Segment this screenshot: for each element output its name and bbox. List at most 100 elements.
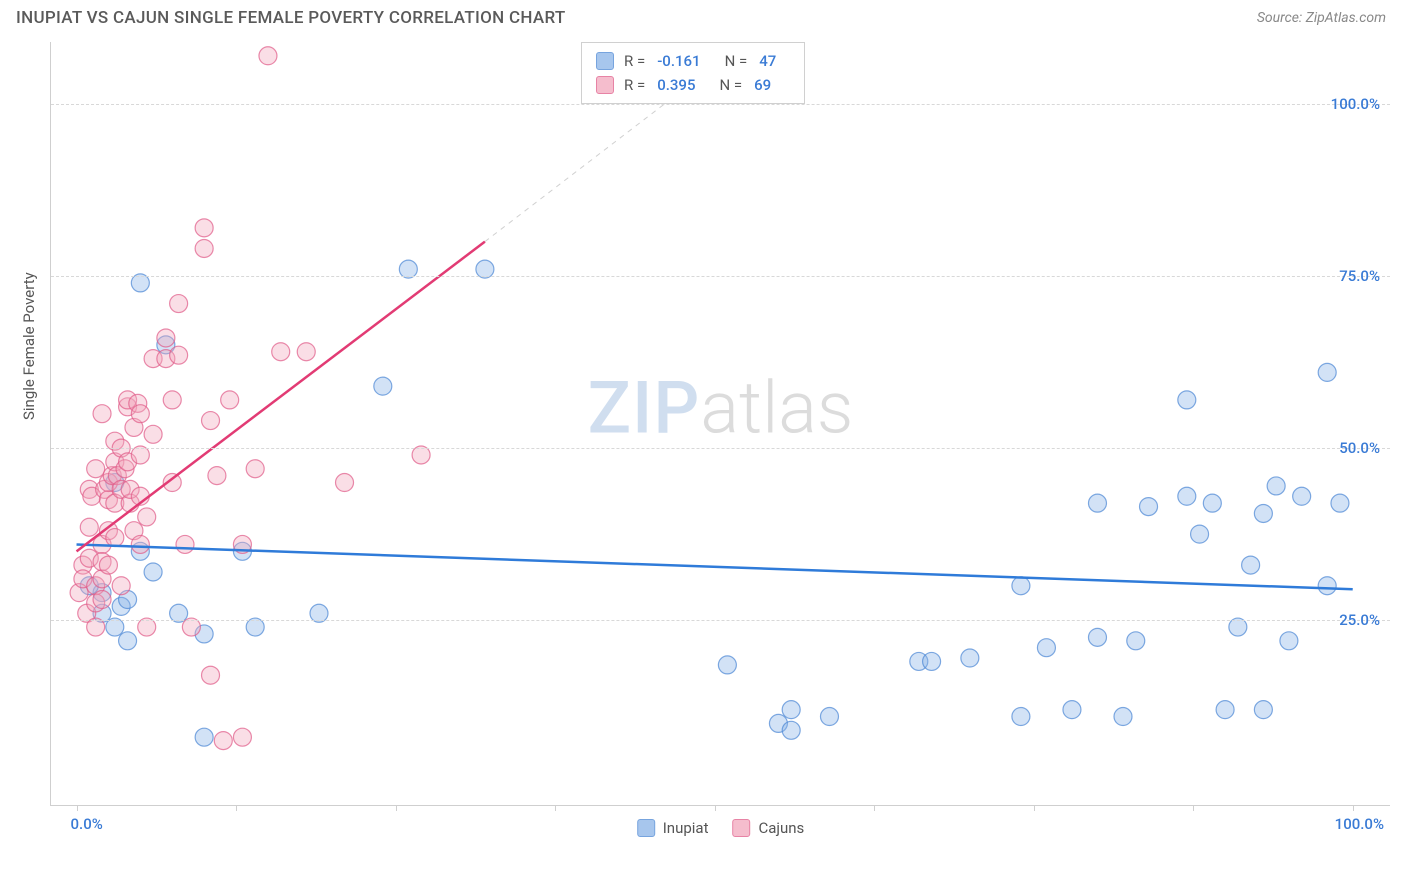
data-point xyxy=(87,460,105,478)
data-point xyxy=(1140,498,1158,516)
data-point xyxy=(221,391,239,409)
legend-item-inupiat: Inupiat xyxy=(637,819,709,837)
data-point xyxy=(1012,708,1030,726)
data-point xyxy=(144,425,162,443)
data-point xyxy=(1178,487,1196,505)
gridline xyxy=(51,620,1390,621)
data-point xyxy=(718,656,736,674)
x-tick-mark xyxy=(1034,805,1035,811)
y-axis-label: Single Female Poverty xyxy=(20,272,38,420)
y-tick-label: 25.0% xyxy=(1339,611,1380,629)
data-point xyxy=(176,535,194,553)
data-point xyxy=(214,732,232,750)
data-point xyxy=(336,474,354,492)
data-point xyxy=(1114,708,1132,726)
gridline xyxy=(51,276,1390,277)
x-tick-mark xyxy=(1353,805,1354,811)
data-point xyxy=(1280,632,1298,650)
data-point xyxy=(80,518,98,536)
stats-legend: R = -0.161 N = 47 R = 0.395 N = 69 xyxy=(581,42,805,104)
data-point xyxy=(259,47,277,65)
y-tick-label: 75.0% xyxy=(1339,267,1380,285)
data-point xyxy=(1331,494,1349,512)
x-tick-mark xyxy=(1193,805,1194,811)
data-point xyxy=(157,329,175,347)
data-point xyxy=(1318,577,1336,595)
data-point xyxy=(272,343,290,361)
r-label: R = xyxy=(624,49,645,73)
data-point xyxy=(99,556,117,574)
source-attribution: Source: ZipAtlas.com xyxy=(1257,10,1386,26)
x-tick-mark xyxy=(77,805,78,811)
data-point xyxy=(374,377,392,395)
legend-item-cajun: Cajuns xyxy=(732,819,804,837)
data-point xyxy=(202,666,220,684)
data-point xyxy=(1254,504,1272,522)
data-point xyxy=(1293,487,1311,505)
x-tick-mark xyxy=(715,805,716,811)
n-value-inupiat: 47 xyxy=(757,49,790,73)
data-point xyxy=(1191,525,1209,543)
stats-row-cajun: R = 0.395 N = 69 xyxy=(596,73,790,97)
r-value-cajun: 0.395 xyxy=(655,73,709,97)
x-tick-mark xyxy=(555,805,556,811)
data-point xyxy=(1127,632,1145,650)
data-point xyxy=(1318,363,1336,381)
data-point xyxy=(1063,701,1081,719)
data-point xyxy=(144,563,162,581)
data-point xyxy=(1037,639,1055,657)
gridline xyxy=(51,104,1390,105)
data-point xyxy=(195,219,213,237)
x-tick-mark xyxy=(874,805,875,811)
swatch-cajun xyxy=(596,76,614,94)
data-point xyxy=(1012,577,1030,595)
data-point xyxy=(782,721,800,739)
data-point xyxy=(782,701,800,719)
data-point xyxy=(1216,701,1234,719)
data-point xyxy=(138,508,156,526)
swatch-cajun xyxy=(732,819,750,837)
data-point xyxy=(131,405,149,423)
n-value-cajun: 69 xyxy=(752,73,785,97)
data-point xyxy=(246,460,264,478)
x-tick-mark xyxy=(396,805,397,811)
trend-line xyxy=(77,544,1353,589)
x-tick-label-left: 0.0% xyxy=(71,815,103,833)
y-tick-label: 100.0% xyxy=(1331,95,1380,113)
data-point xyxy=(163,391,181,409)
data-point xyxy=(93,591,111,609)
data-point xyxy=(1267,477,1285,495)
data-point xyxy=(1178,391,1196,409)
data-point xyxy=(1203,494,1221,512)
data-point xyxy=(1242,556,1260,574)
data-point xyxy=(961,649,979,667)
x-tick-label-right: 100.0% xyxy=(1335,815,1384,833)
data-point xyxy=(1254,701,1272,719)
data-point xyxy=(297,343,315,361)
data-point xyxy=(208,467,226,485)
n-label: N = xyxy=(725,49,748,73)
data-point xyxy=(820,708,838,726)
data-point xyxy=(195,728,213,746)
data-point xyxy=(195,239,213,257)
data-point xyxy=(233,728,251,746)
x-tick-mark xyxy=(236,805,237,811)
data-point xyxy=(131,535,149,553)
data-point xyxy=(923,652,941,670)
data-point xyxy=(1088,628,1106,646)
data-point xyxy=(112,577,130,595)
chart-title: INUPIAT VS CAJUN SINGLE FEMALE POVERTY C… xyxy=(16,8,566,28)
legend-label-cajun: Cajuns xyxy=(758,819,804,837)
scatter-svg xyxy=(51,42,1390,805)
series-legend: Inupiat Cajuns xyxy=(637,819,805,837)
gridline xyxy=(51,448,1390,449)
data-point xyxy=(1088,494,1106,512)
y-tick-label: 50.0% xyxy=(1339,439,1380,457)
legend-label-inupiat: Inupiat xyxy=(663,819,709,837)
swatch-inupiat xyxy=(637,819,655,837)
r-label: R = xyxy=(624,73,645,97)
chart-plot-area: ZIPatlas R = -0.161 N = 47 R = 0.395 N =… xyxy=(50,42,1390,806)
data-point xyxy=(170,295,188,313)
data-point xyxy=(170,346,188,364)
data-point xyxy=(93,405,111,423)
